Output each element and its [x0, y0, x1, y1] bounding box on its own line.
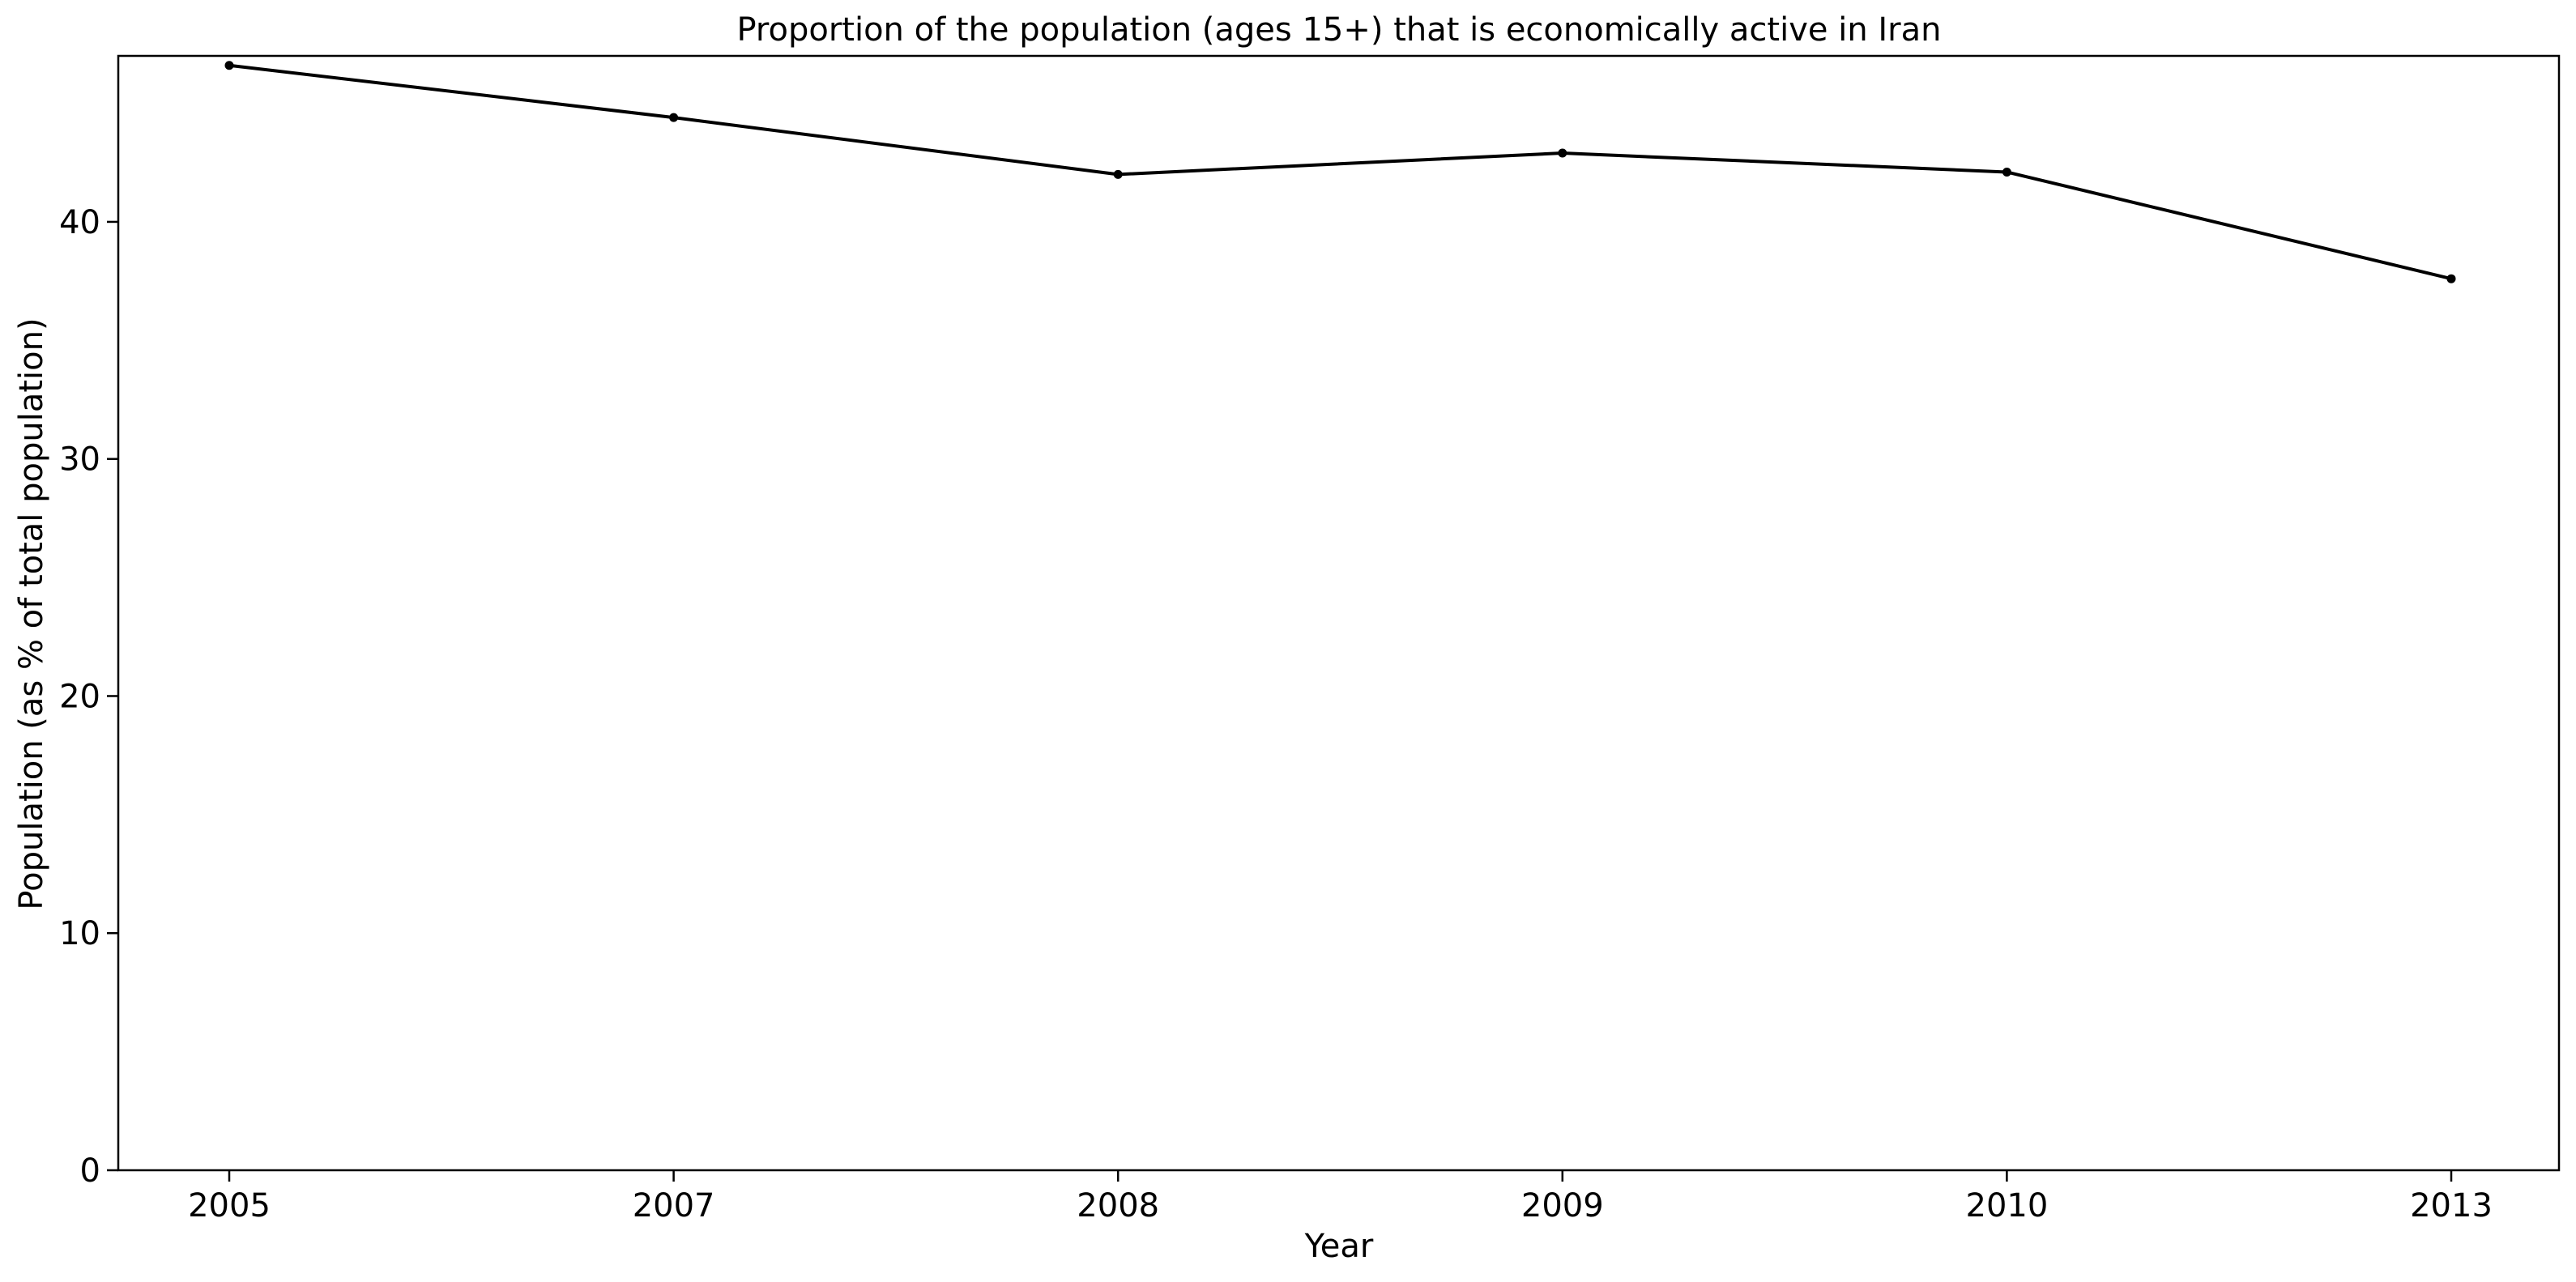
plot-area: 0 10 20 30 40 2005 2007 2008 2009 2010 2013 — [59, 54, 2561, 1225]
x-axis-label: Year — [1304, 1228, 1374, 1265]
x-tick-label: 2013 — [2410, 1187, 2493, 1225]
y-tick-label: 30 — [59, 441, 100, 479]
data-point — [2002, 167, 2011, 177]
x-tick-label: 2010 — [1966, 1187, 2049, 1225]
data-point — [2446, 274, 2456, 283]
x-tick-label: 2008 — [1077, 1187, 1159, 1225]
x-tick-label: 2007 — [633, 1187, 715, 1225]
y-tick-label: 20 — [59, 678, 100, 715]
data-point — [1558, 148, 1567, 158]
series-line — [228, 63, 2452, 281]
x-tick-label: 2005 — [188, 1187, 271, 1225]
y-tick-label: 40 — [59, 204, 100, 241]
x-tick-label: 2009 — [1521, 1187, 1604, 1225]
y-axis-label: Population (as % of total population) — [13, 317, 50, 909]
plot-frame — [117, 54, 2561, 1172]
data-point — [1113, 169, 1123, 179]
y-tick-label: 0 — [80, 1152, 100, 1190]
chart-title: Proportion of the population (ages 15+) … — [737, 11, 1942, 49]
data-point — [669, 113, 679, 122]
data-point — [224, 61, 234, 70]
y-tick-label: 10 — [59, 915, 100, 952]
